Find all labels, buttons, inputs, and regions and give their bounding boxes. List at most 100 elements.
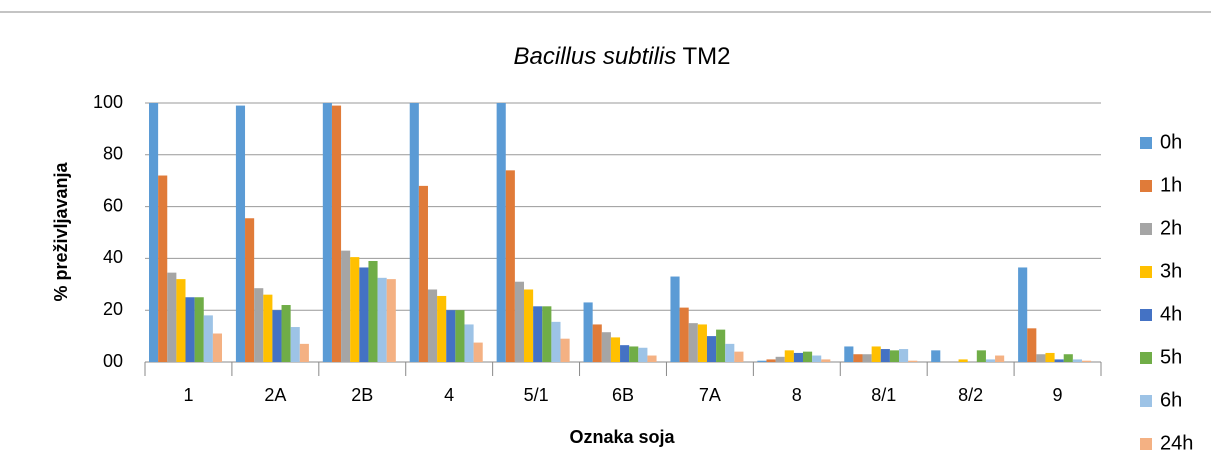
bar: [775, 356, 785, 362]
legend-swatch: [1140, 266, 1152, 278]
bar: [341, 250, 351, 362]
bar: [958, 359, 968, 362]
bar: [409, 103, 419, 362]
bar: [1018, 267, 1028, 362]
legend-label: 2h: [1160, 217, 1182, 239]
bar: [322, 103, 332, 362]
bar: [889, 350, 900, 362]
title-italic: Bacillus subtilis: [514, 43, 677, 70]
bar: [610, 337, 621, 362]
legend-label: 4h: [1160, 303, 1182, 325]
bar: [1045, 352, 1055, 362]
bar: [880, 349, 890, 362]
bar: [976, 350, 986, 362]
legend-swatch: [1140, 352, 1152, 364]
bar: [862, 354, 872, 362]
x-tick-label: 6B: [612, 385, 634, 405]
bar: [995, 355, 1005, 362]
bar: [386, 279, 396, 362]
bar: [583, 302, 593, 362]
bar: [185, 297, 195, 362]
bar: [853, 354, 863, 362]
x-axis-label: Oznaka soja: [569, 427, 675, 447]
bar: [793, 352, 803, 362]
bar: [629, 346, 639, 362]
title-rest: TM2: [682, 43, 730, 70]
bar: [542, 306, 552, 362]
x-tick-label: 2A: [264, 385, 286, 405]
bar: [560, 338, 570, 362]
bar: [235, 105, 246, 362]
bar: [1036, 354, 1046, 362]
y-tick-label: 80: [103, 144, 123, 164]
bar: [473, 342, 483, 362]
bar: [931, 350, 941, 362]
legend-label: 5h: [1160, 346, 1182, 368]
legend-swatch: [1140, 438, 1152, 450]
y-tick-label: 60: [103, 195, 123, 215]
bar: [908, 360, 918, 362]
bar: [734, 351, 744, 362]
bar: [514, 281, 525, 362]
x-tick-label: 5/1: [524, 385, 549, 405]
bar: [620, 345, 630, 362]
bar: [377, 277, 387, 362]
legend-label: 3h: [1160, 260, 1182, 282]
bar: [254, 288, 264, 362]
bar: [844, 346, 854, 362]
bar: [350, 257, 360, 362]
bar: [203, 315, 213, 362]
bar: [985, 359, 996, 362]
bar: [757, 360, 767, 362]
bar: [437, 295, 447, 362]
bar: [647, 355, 657, 362]
y-tick-label: 100: [93, 92, 123, 112]
bar: [272, 310, 282, 362]
bar: [1081, 360, 1092, 362]
legend-swatch: [1140, 395, 1152, 407]
bar: [1063, 354, 1073, 362]
x-tick-label: 2B: [351, 385, 373, 405]
bar: [263, 294, 273, 362]
x-tick-label: 4: [444, 385, 454, 405]
bar: [194, 297, 204, 362]
bar: [1027, 328, 1037, 362]
bar: [899, 349, 909, 362]
x-tick-label: 1: [183, 385, 193, 405]
chart-title: Bacillus subtilis TM2: [514, 43, 731, 70]
x-tick-label: 9: [1053, 385, 1063, 405]
legend-label: 0h: [1160, 131, 1182, 153]
bar: [551, 321, 561, 362]
legend-swatch: [1140, 137, 1152, 149]
y-axis-label: % preživljavanja: [51, 161, 71, 301]
bar: [766, 359, 776, 362]
bar: [455, 310, 465, 362]
bar: [638, 347, 648, 362]
bar: [167, 272, 177, 362]
bar: [359, 267, 369, 362]
bar: [716, 329, 726, 362]
bar: [245, 218, 255, 362]
bar: [679, 307, 689, 362]
bar: [533, 306, 543, 362]
bar: [290, 327, 300, 362]
bar: [871, 346, 881, 362]
legend-swatch: [1140, 223, 1152, 235]
bar: [299, 343, 309, 362]
legend-label: 1h: [1160, 174, 1182, 196]
legend-swatch: [1140, 309, 1152, 321]
bar: [496, 103, 506, 362]
bar: [725, 343, 735, 362]
y-tick-label: 00: [103, 351, 123, 371]
x-tick-label: 8: [792, 385, 802, 405]
bar: [427, 289, 438, 362]
y-tick-label: 40: [103, 247, 123, 267]
bar: [1072, 359, 1082, 362]
x-tick-label: 8/1: [871, 385, 896, 405]
bar: [670, 276, 680, 362]
bar: [697, 324, 707, 362]
bar: [505, 170, 515, 362]
legend-swatch: [1140, 180, 1152, 192]
bar: [464, 324, 474, 362]
x-tick-label: 8/2: [958, 385, 983, 405]
